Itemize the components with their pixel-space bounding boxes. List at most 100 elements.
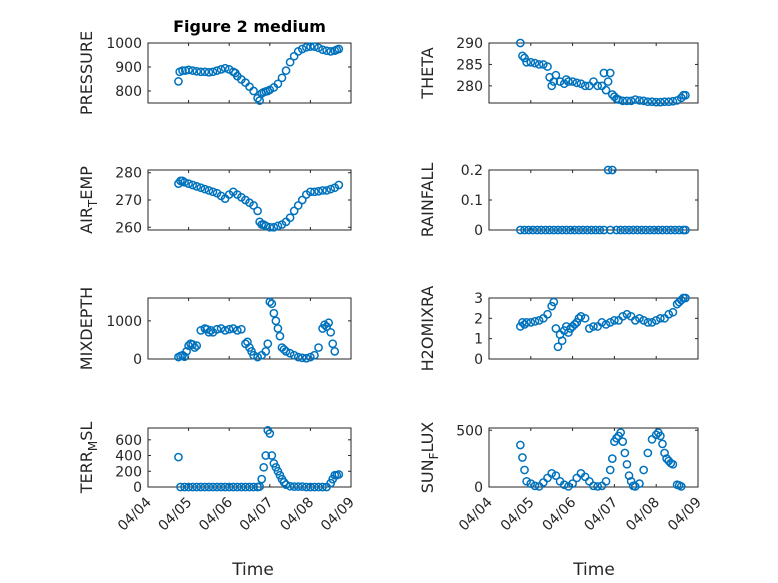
data-point (285, 481, 295, 491)
panel-air_temp: 260 270 280 AIRTEMP (77, 166, 352, 236)
y-axis-label-main: TERR (77, 451, 96, 494)
data-point (622, 309, 632, 319)
data-point (626, 476, 636, 486)
data-point (601, 85, 611, 95)
data-point (267, 451, 277, 460)
y-axis-label-main: RAINFALL (418, 163, 437, 238)
x-tick-label: 04/09 (665, 495, 705, 535)
data-point (580, 81, 590, 91)
data-point (651, 316, 661, 325)
data-point (224, 324, 234, 334)
y-tick-label: 400 (115, 449, 142, 465)
y-tick-label: 500 (456, 423, 483, 439)
y-tick-label: 0.1 (461, 193, 483, 209)
axis-frame (488, 42, 699, 104)
data-point (681, 225, 690, 235)
data-point (237, 324, 246, 334)
data-point (216, 482, 226, 492)
data-point (245, 482, 254, 492)
data-point (601, 320, 611, 329)
data-point (616, 225, 626, 235)
chart-title: Figure 2 medium (173, 17, 326, 36)
data-point (607, 165, 617, 175)
data-point (297, 482, 307, 491)
data-point (212, 324, 222, 334)
y-tick-label: 600 (115, 433, 142, 449)
y-axis-label-main: MIXDEPTH (77, 287, 96, 370)
data-point (532, 225, 542, 235)
data-point (271, 316, 281, 326)
data-point (301, 482, 311, 492)
data-point (326, 327, 336, 337)
data-point (674, 225, 684, 235)
y-axis-label: SUNFLUX (418, 422, 441, 494)
data-point (603, 165, 613, 175)
y-axis-label: H2OMIXRA (418, 286, 437, 372)
data-point (522, 57, 531, 67)
y-tick-label: 290 (456, 36, 483, 52)
data-point (273, 324, 283, 333)
panel-h2omixra: 0 1 2 3 H2OMIXRA (418, 286, 699, 372)
data-point (658, 225, 667, 235)
data-point (622, 96, 632, 106)
x-axis-label-right: Time (572, 560, 615, 580)
data-point (624, 225, 634, 235)
data-point (208, 187, 218, 197)
data-point (326, 184, 336, 194)
data-point (334, 470, 344, 479)
data-point (549, 297, 559, 307)
y-axis-label-subscript: T (86, 199, 100, 208)
x-tick-label: 04/09 (318, 495, 358, 535)
data-point (281, 66, 291, 75)
data-point (261, 451, 271, 460)
data-point (314, 43, 323, 53)
data-point (261, 221, 271, 231)
data-point (301, 42, 311, 52)
data-point (635, 313, 644, 323)
data-point (265, 222, 275, 232)
data-point (306, 352, 315, 362)
y-axis-label: PRESSURE (77, 31, 96, 115)
data-point (289, 350, 299, 360)
y-tick-label: 800 (115, 84, 142, 100)
x-tick-label: 04/06 (196, 494, 236, 534)
data-point (593, 482, 603, 491)
data-point (559, 79, 569, 89)
data-point (578, 225, 588, 235)
data-point (196, 482, 206, 492)
data-point (605, 68, 615, 78)
y-tick-label: 1000 (106, 314, 142, 330)
data-point (536, 225, 546, 235)
y-tick-label: 0 (474, 223, 483, 239)
data-point (572, 78, 582, 88)
panel-mixdepth: 0 1000 MIXDEPTH (77, 287, 352, 370)
axis-frame (147, 42, 352, 104)
y-axis-label-main: PRESSURE (77, 31, 96, 115)
data-point (551, 324, 561, 333)
x-tick-label: 04/04 (115, 494, 155, 534)
data-point (559, 480, 569, 490)
data-point (306, 42, 315, 51)
data-point (522, 476, 531, 486)
data-point (269, 222, 279, 232)
data-point (549, 225, 559, 235)
data-point (216, 65, 226, 74)
y-tick-label: 260 (115, 220, 142, 236)
data-point (265, 429, 275, 438)
y-axis-label-subscript: M (86, 441, 100, 451)
data-point (322, 46, 331, 56)
data-point (322, 186, 331, 195)
data-point (253, 206, 262, 216)
data-point (184, 65, 193, 75)
data-point (653, 225, 663, 235)
data-point (635, 96, 644, 105)
data-point (228, 482, 238, 492)
y-tick-label: 280 (115, 166, 142, 182)
data-point (651, 430, 661, 440)
data-point (204, 67, 214, 77)
data-point (520, 225, 529, 235)
data-point (281, 347, 291, 356)
data-point (516, 225, 525, 235)
data-point (182, 347, 191, 356)
y-tick-label: 0.2 (461, 163, 483, 179)
